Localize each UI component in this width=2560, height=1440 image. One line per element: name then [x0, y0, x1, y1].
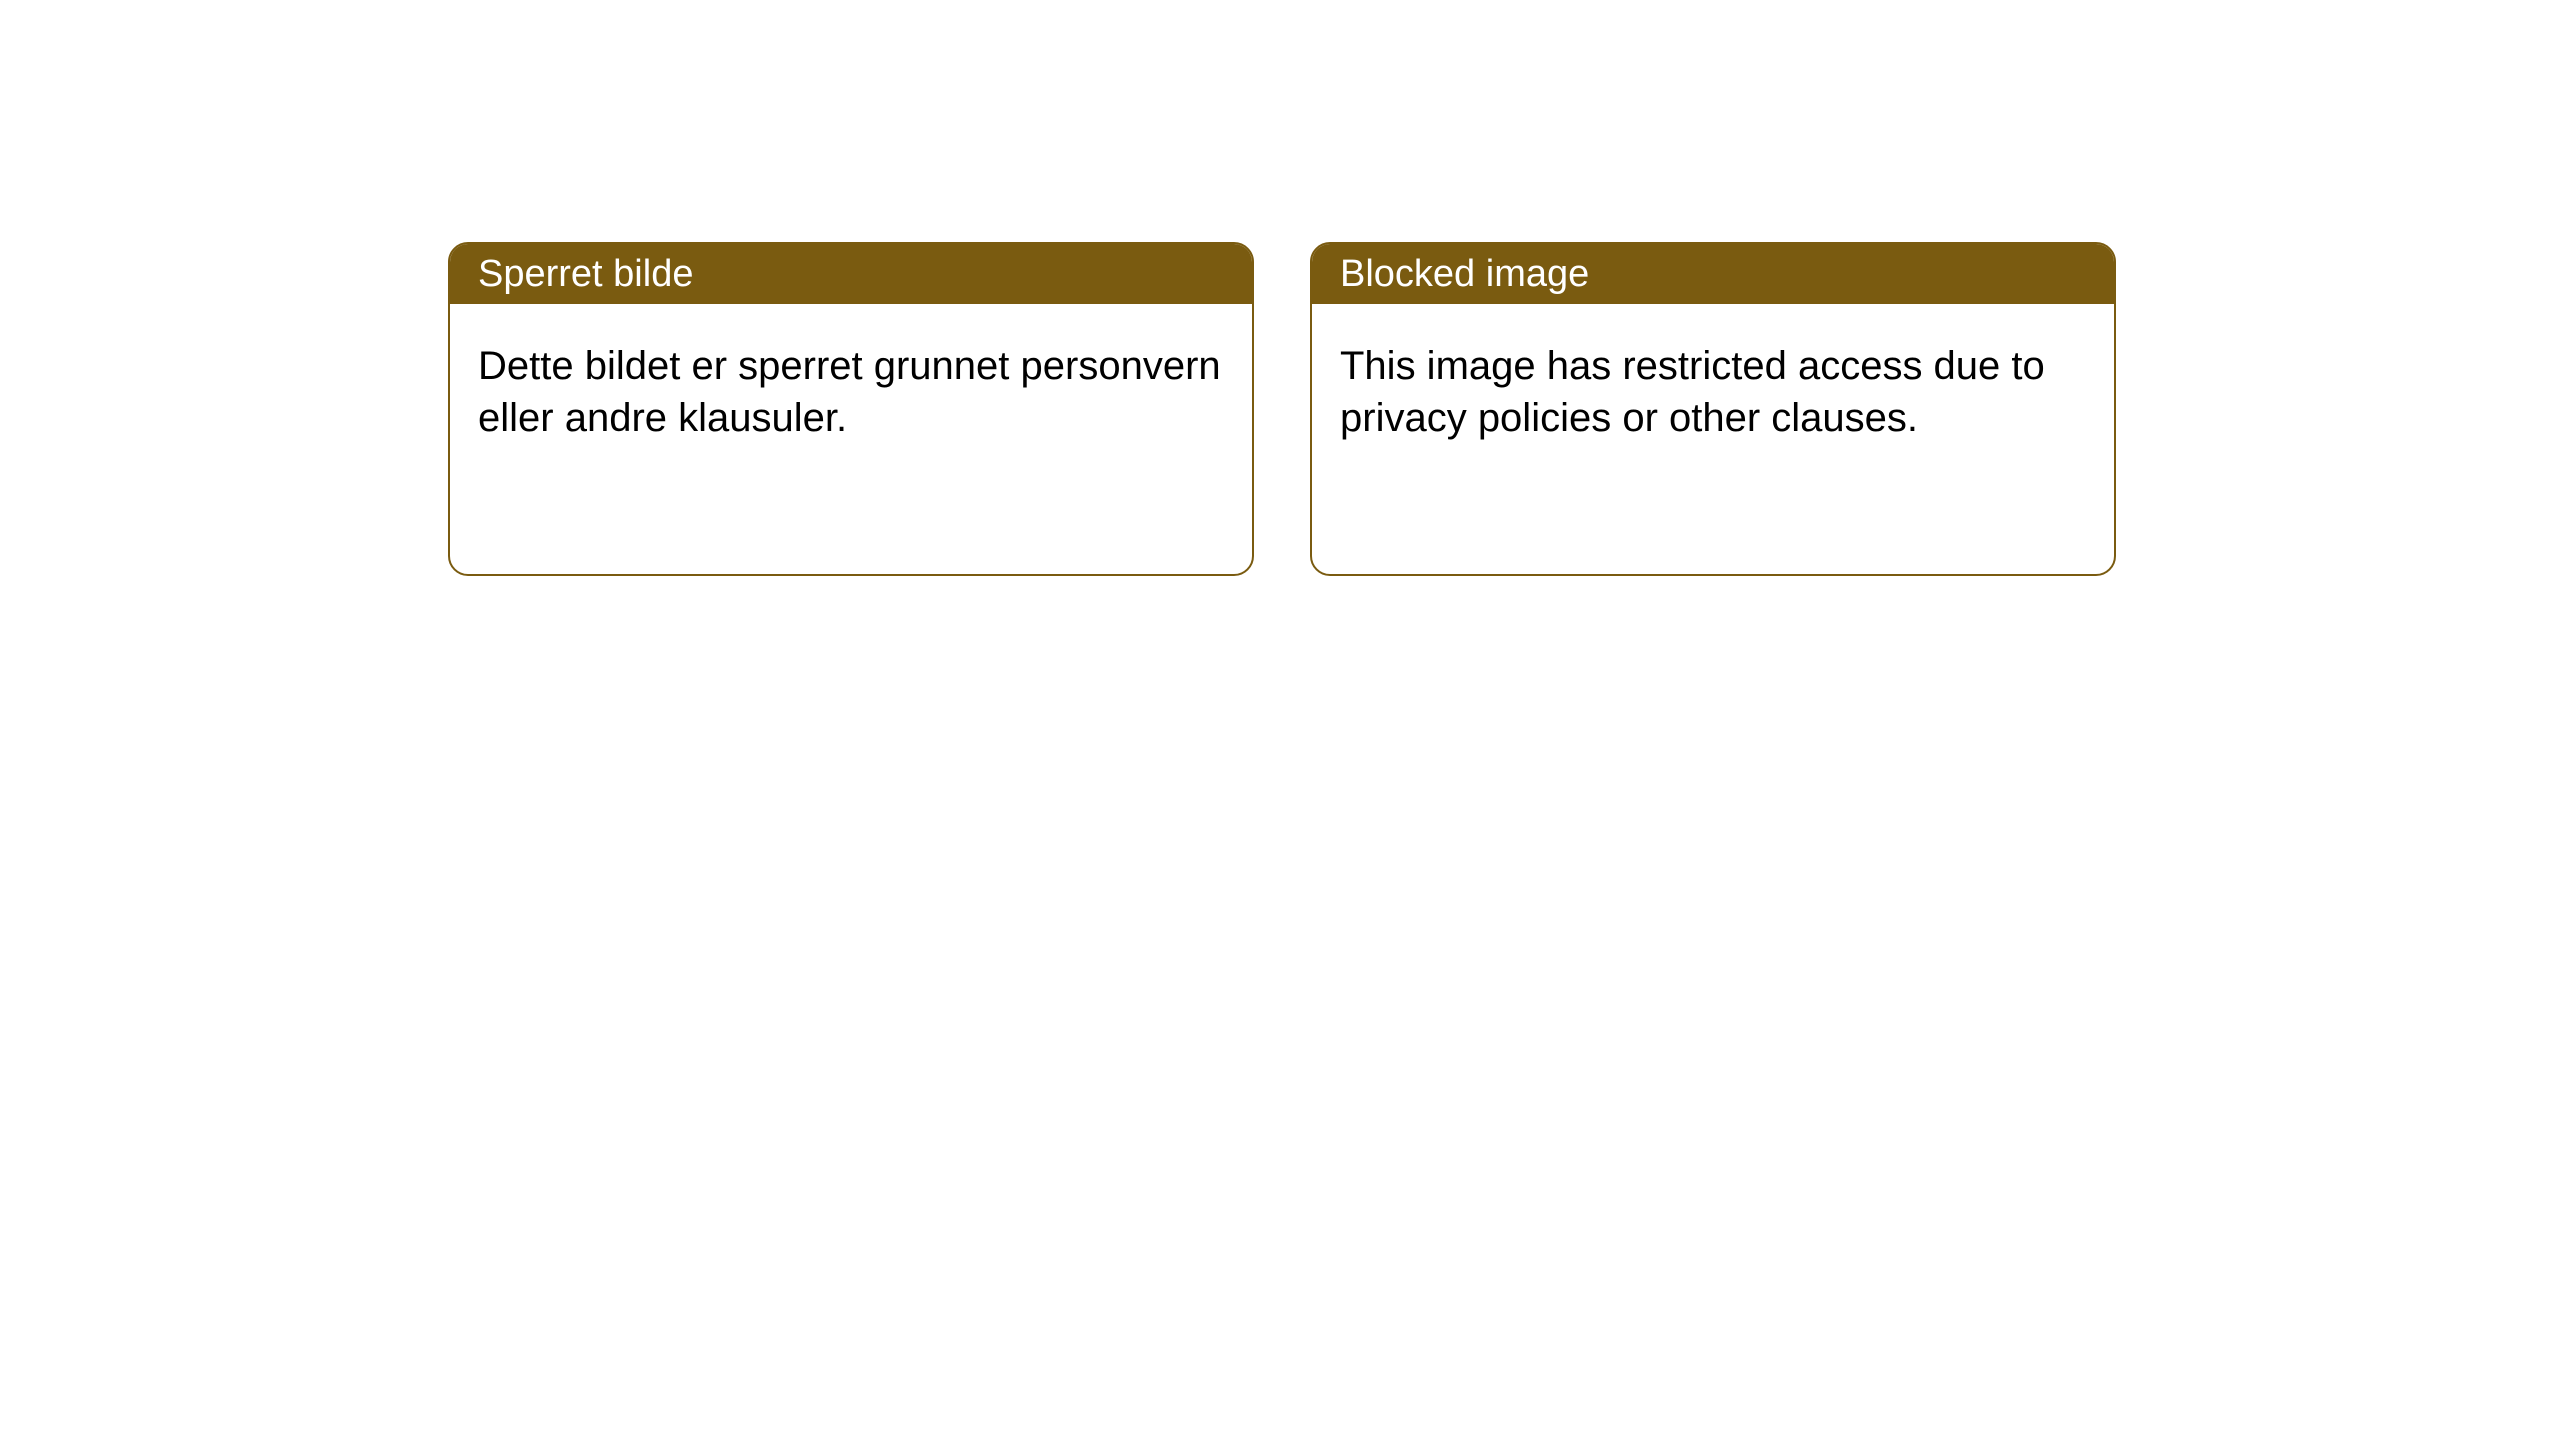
card-message: Dette bildet er sperret grunnet personve… — [478, 344, 1221, 440]
card-header: Blocked image — [1312, 244, 2114, 304]
card-title: Blocked image — [1340, 253, 1589, 296]
card-title: Sperret bilde — [478, 253, 693, 296]
card-body: Dette bildet er sperret grunnet personve… — [450, 304, 1252, 480]
notice-container: Sperret bilde Dette bildet er sperret gr… — [0, 0, 2560, 576]
card-message: This image has restricted access due to … — [1340, 344, 2045, 440]
card-header: Sperret bilde — [450, 244, 1252, 304]
blocked-image-card-norwegian: Sperret bilde Dette bildet er sperret gr… — [448, 242, 1254, 576]
card-body: This image has restricted access due to … — [1312, 304, 2114, 480]
blocked-image-card-english: Blocked image This image has restricted … — [1310, 242, 2116, 576]
